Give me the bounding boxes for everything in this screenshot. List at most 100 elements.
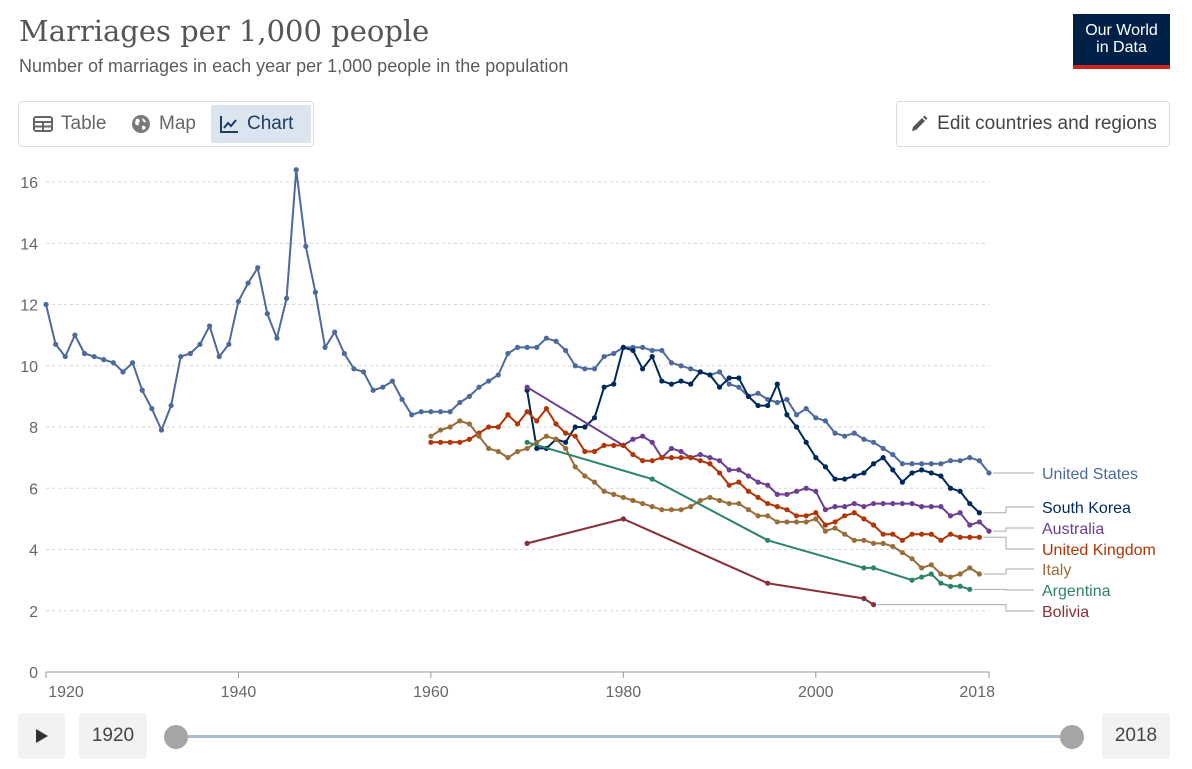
data-point-united-states [842,433,848,439]
data-point-south-korea [534,445,540,452]
data-point-united-states [399,396,405,403]
data-point-bolivia [765,580,771,586]
x-tick-label: 2000 [798,684,834,701]
data-point-united-states [110,360,116,366]
data-point-united-kingdom [428,439,434,445]
y-tick-label: 0 [29,665,38,682]
data-point-south-korea [861,470,867,476]
legend-connector-australia [993,527,1034,532]
data-point-united-states [312,289,319,295]
data-point-united-states [928,461,934,467]
data-point-italy [678,507,684,513]
data-point-united-states [957,458,963,464]
data-point-argentina [861,565,867,571]
data-point-italy [832,525,838,531]
data-point-united-states [505,350,511,357]
data-point-australia [803,485,809,491]
data-point-united-states [880,445,886,452]
data-point-argentina [967,586,973,592]
data-point-south-korea [967,500,973,507]
data-point-italy [428,433,434,439]
data-point-italy [707,494,713,501]
data-point-south-korea [909,470,915,476]
data-point-united-states [457,399,463,406]
chart-title: Marriages per 1,000 people [19,14,430,48]
data-point-argentina [919,574,925,580]
data-point-south-korea [765,402,771,409]
data-point-south-korea [611,381,617,387]
data-point-united-kingdom [774,504,780,510]
data-point-south-korea [716,384,723,390]
data-point-south-korea [813,455,819,461]
legend-connector-united-kingdom [983,536,1034,550]
data-point-united-states [428,409,434,415]
data-point-united-states [322,344,328,350]
data-point-united-kingdom [842,513,848,519]
timeline-end-year[interactable]: 2018 [1102,713,1170,759]
data-point-italy [899,549,905,556]
series-line-australia [526,386,990,532]
timeline-start-handle[interactable] [164,725,188,749]
pencil-icon [912,115,928,131]
y-tick-label: 12 [20,298,38,315]
data-point-united-states [91,353,97,360]
data-point-italy [755,513,761,519]
data-point-united-states [120,369,126,375]
edit-countries-button[interactable]: Edit countries and regions [896,101,1170,147]
data-point-australia [919,504,925,510]
data-point-italy [591,479,598,485]
data-point-south-korea [842,476,848,482]
data-point-united-kingdom [765,500,771,507]
data-point-south-korea [620,344,626,350]
play-button[interactable] [18,713,65,759]
data-point-united-states [81,350,88,357]
data-point-united-kingdom [620,442,626,448]
data-point-australia [668,445,675,452]
data-point-united-states [130,360,136,366]
legend-connector-italy [983,568,1034,575]
data-point-united-states [255,265,261,271]
data-point-italy [813,516,819,522]
owid-logo[interactable]: Our World in Data [1073,14,1170,69]
data-point-united-states [909,461,915,467]
data-point-australia [524,384,530,390]
series-line-united-states [45,168,990,474]
data-point-italy [495,448,501,455]
data-point-argentina [524,439,530,445]
data-point-united-kingdom [495,424,501,430]
data-point-united-states [360,369,367,375]
data-point-south-korea [745,393,752,399]
tab-map[interactable]: Map [123,105,204,143]
data-point-united-states [264,311,270,317]
data-point-italy [851,537,857,543]
globe-icon [132,115,150,133]
data-point-italy [861,537,867,543]
data-point-italy [842,531,848,537]
data-point-south-korea [726,375,732,381]
tab-chart-label: Chart [247,113,294,134]
data-point-south-korea [601,384,607,390]
x-tick-label: 1920 [48,684,84,701]
timeline-start-year[interactable]: 1920 [79,713,147,759]
data-point-united-states [890,451,896,458]
data-point-united-kingdom [678,455,684,461]
legend-label-south-korea: South Korea [1042,500,1131,517]
data-point-australia [947,513,954,519]
tab-chart[interactable]: Chart [211,105,311,143]
data-point-south-korea [880,455,886,461]
data-point-united-states [601,353,607,360]
data-point-argentina [947,583,954,589]
data-point-australia [678,448,684,455]
data-point-united-states [803,406,809,412]
data-point-italy [639,500,646,507]
data-point-south-korea [919,467,925,473]
timeline-track[interactable] [176,735,1072,738]
tab-table[interactable]: Table [25,105,114,143]
data-point-united-states [611,350,617,357]
timeline-end-handle[interactable] [1060,725,1084,749]
data-point-united-states [659,347,665,354]
data-point-united-states [736,384,742,390]
line-chart: 0 2 4 6 8 10 12 14 16 1920 1940 1960 1980 2000 2018 Uni… [20,167,1156,701]
data-point-united-states [341,350,347,357]
line-chart-icon [220,116,238,133]
